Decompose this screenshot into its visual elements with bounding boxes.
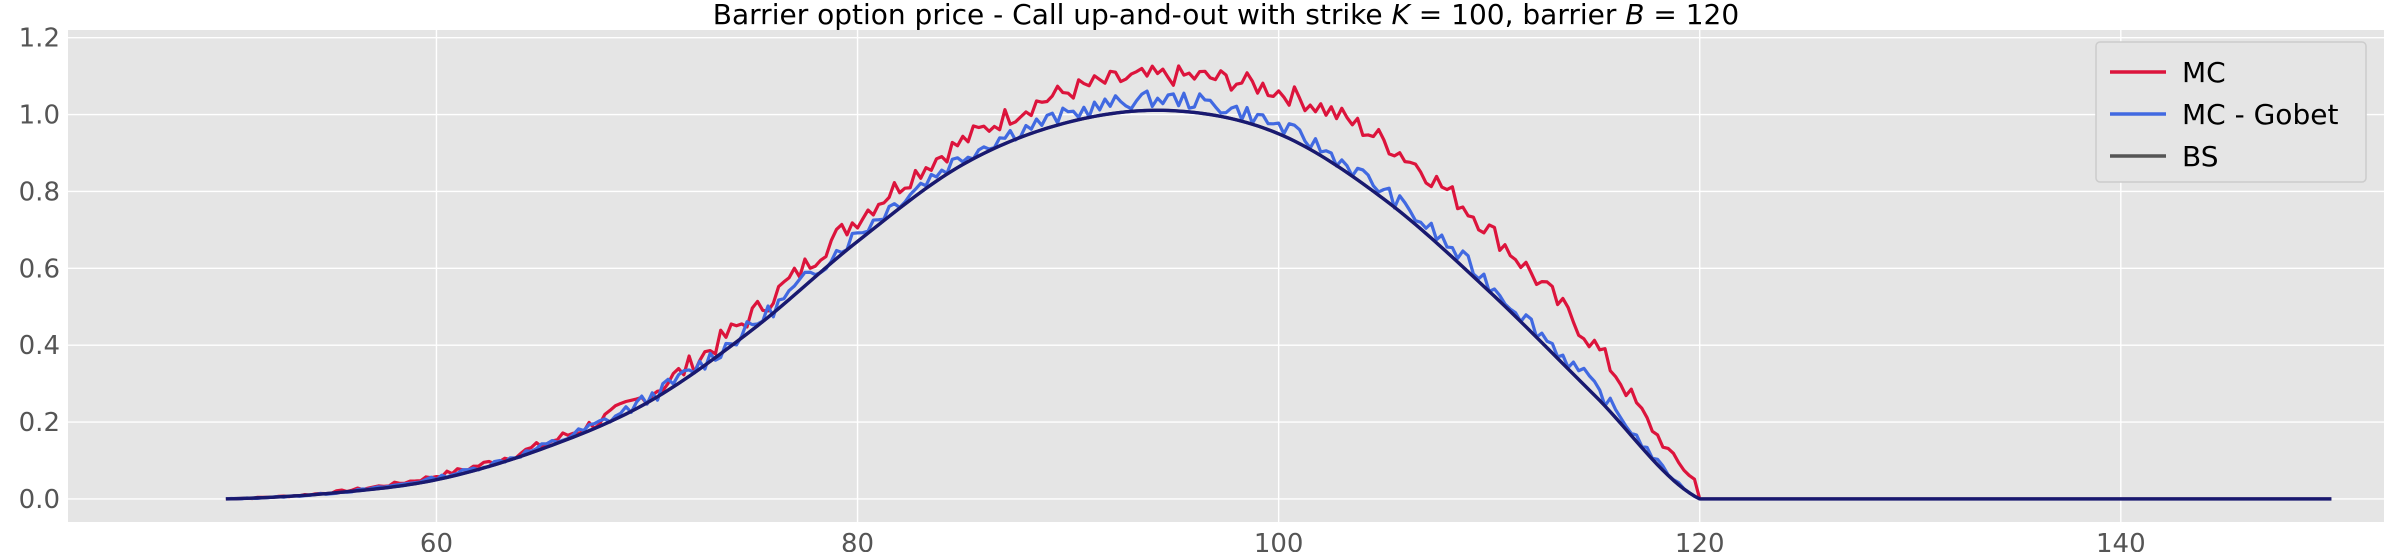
title-k-value: = 100, barrier (1410, 0, 1625, 31)
x-tick-label: 60 (420, 529, 453, 552)
chart-title: Barrier option price - Call up-and-out w… (713, 0, 1739, 31)
y-tick-label: 0.6 (19, 254, 60, 284)
x-tick-label: 140 (2096, 529, 2146, 552)
x-tick-label: 80 (841, 529, 874, 552)
title-prefix: Barrier option price - Call up-and-out w… (713, 0, 1392, 31)
y-tick-label: 0.2 (19, 408, 60, 438)
legend-label: MC - Gobet (2182, 98, 2338, 131)
legend-label: MC (2182, 56, 2226, 89)
series-lines (225, 64, 2332, 501)
y-tick-label: 1.0 (19, 101, 60, 131)
x-tick-label: 120 (1675, 529, 1725, 552)
y-tick-label: 0.8 (19, 177, 60, 207)
series-line-overlay (225, 108, 2332, 501)
y-tick-label: 1.2 (19, 24, 60, 54)
tick-labels: 60 80 100 120 140 0.0 0.2 0.4 0.6 0.8 1.0 1.2 (19, 24, 2146, 552)
title-b-value: = 120 (1644, 0, 1739, 31)
y-tick-label: 0.0 (19, 485, 60, 515)
title-b-symbol: B (1625, 0, 1644, 31)
grid (68, 30, 2384, 522)
plot-background (68, 30, 2384, 522)
y-tick-label: 0.4 (19, 331, 60, 361)
x-tick-label: 100 (1254, 529, 1304, 552)
title-k-symbol: K (1392, 0, 1413, 31)
legend: MC MC - Gobet BS (2095, 41, 2367, 183)
legend-box (2095, 41, 2367, 183)
legend-label: BS (2182, 140, 2219, 173)
